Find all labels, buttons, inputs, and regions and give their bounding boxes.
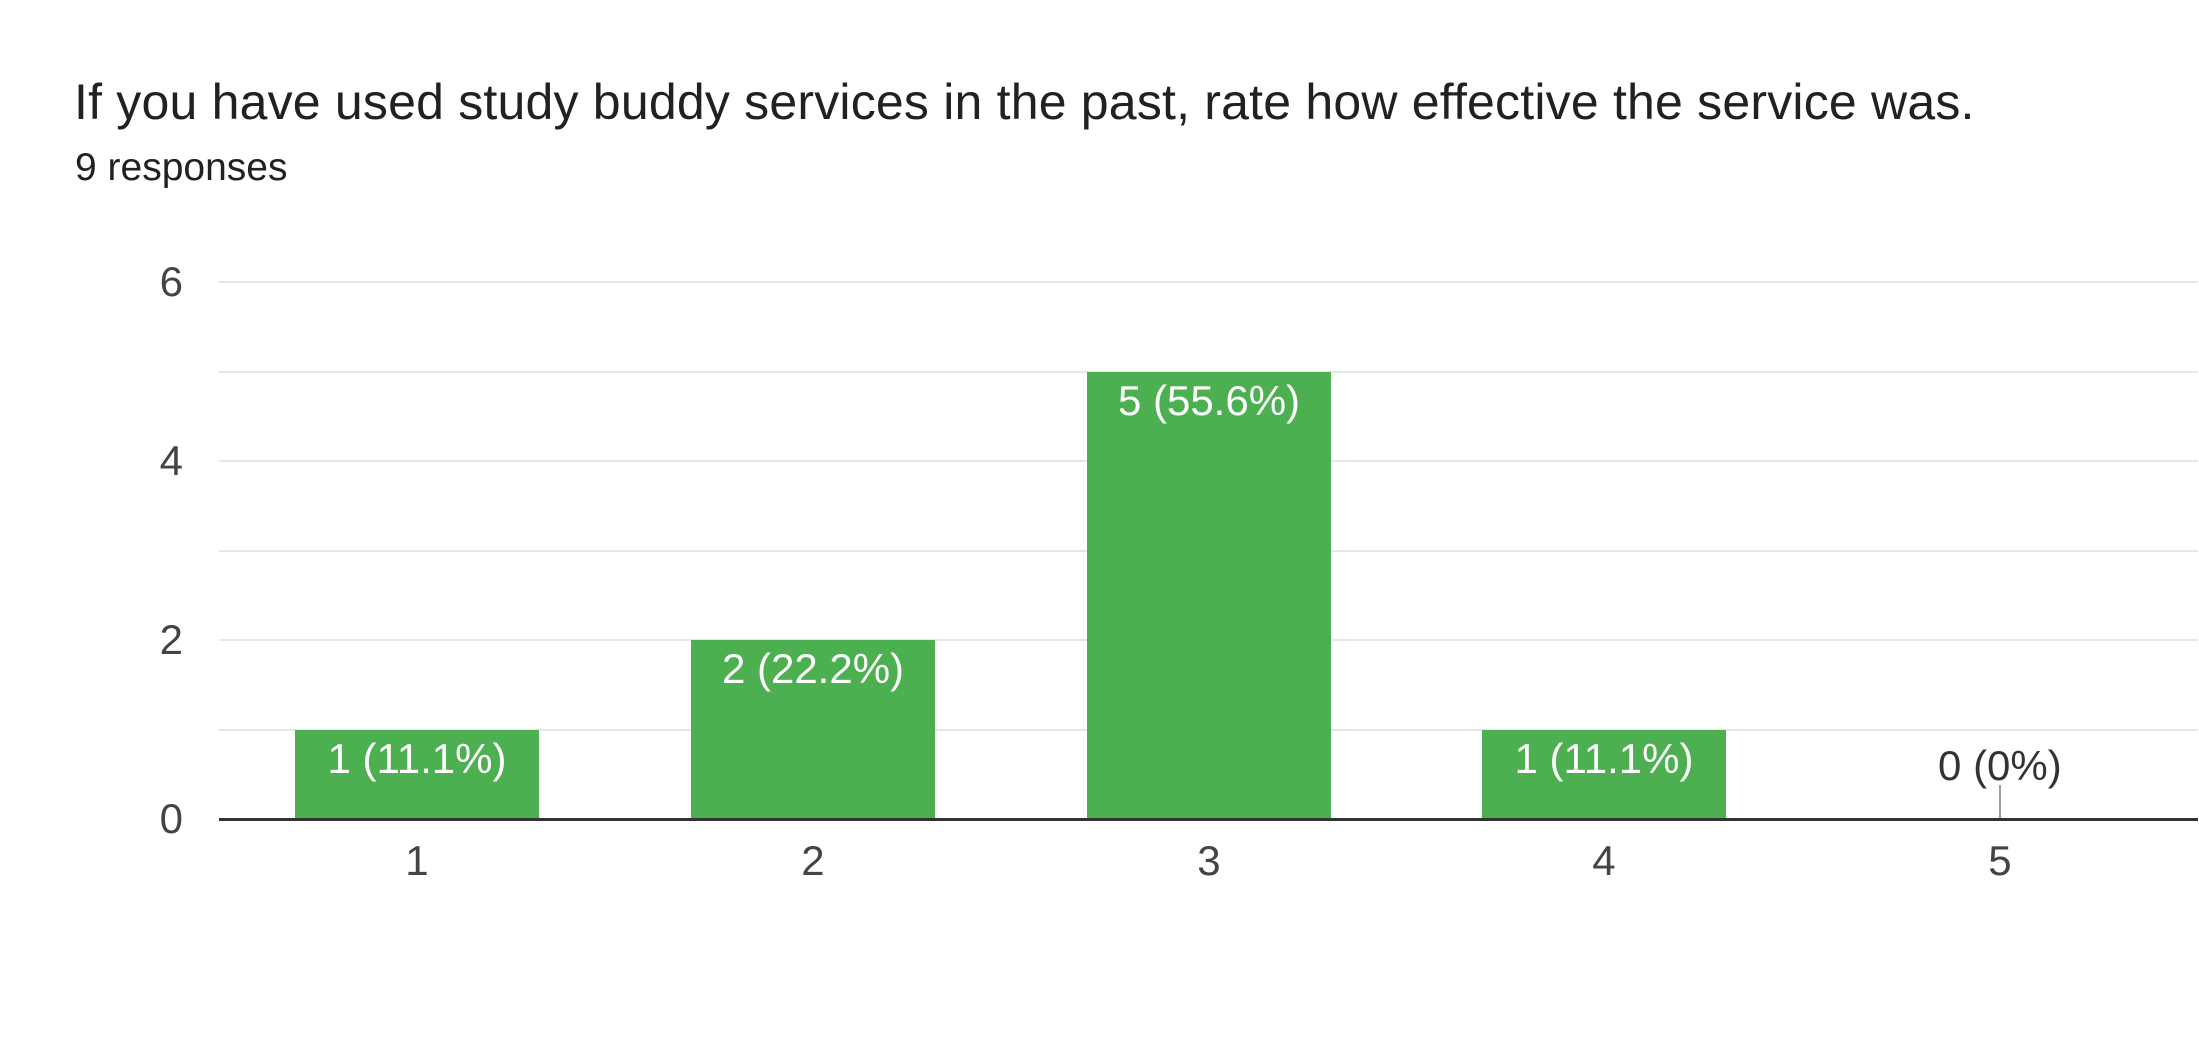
y-axis-tick-label: 0 [159, 795, 183, 842]
gridline [219, 281, 2198, 283]
bar-value-label: 1 (11.1%) [1514, 735, 1694, 782]
x-axis-category-label: 2 [801, 837, 825, 884]
x-axis-baseline [219, 818, 2198, 821]
bar[interactable]: 5 (55.6%) [1087, 372, 1331, 820]
y-axis-tick-label: 4 [159, 437, 183, 484]
bar[interactable]: 1 (11.1%) [1482, 730, 1726, 820]
x-axis-category-label: 5 [1988, 837, 2012, 884]
bar-value-label: 1 (11.1%) [327, 735, 507, 782]
y-axis-tick-label: 6 [159, 258, 183, 305]
response-count: 9 responses [75, 146, 288, 189]
bar-value-label: 0 (0%) [1938, 742, 2062, 789]
bar[interactable]: 2 (22.2%) [691, 640, 935, 819]
x-axis-category-label: 4 [1592, 837, 1616, 884]
question-title: If you have used study buddy services in… [74, 74, 1975, 130]
bar-value-label: 5 (55.6%) [1117, 377, 1301, 424]
zero-annotation-stem [1999, 785, 2001, 818]
bar[interactable]: 1 (11.1%) [295, 730, 539, 820]
y-axis-tick-label: 2 [159, 616, 183, 663]
x-axis-category-label: 1 [405, 837, 429, 884]
x-axis-category-label: 3 [1197, 837, 1221, 884]
bar-value-label: 2 (22.2%) [721, 645, 905, 692]
